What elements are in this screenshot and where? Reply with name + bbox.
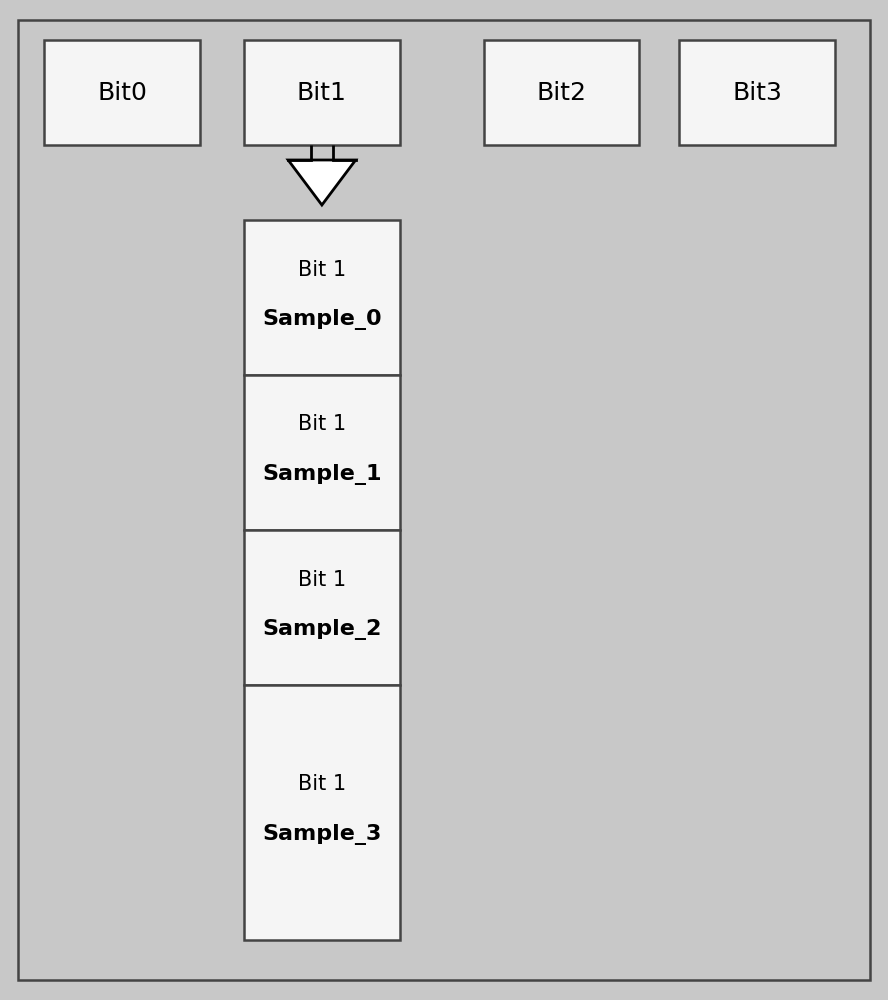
Text: Sample_2: Sample_2 [262, 619, 382, 640]
Bar [244, 685, 400, 940]
Bar [244, 530, 400, 685]
Text: Bit 1: Bit 1 [297, 414, 346, 434]
Text: Bit3: Bit3 [732, 81, 782, 104]
Bar [44, 40, 200, 145]
Bar [244, 220, 400, 375]
Text: Bit1: Bit1 [297, 81, 347, 104]
Text: Sample_1: Sample_1 [262, 464, 382, 485]
Text: Bit 1: Bit 1 [297, 259, 346, 279]
Bar [484, 40, 639, 145]
Bar [679, 40, 835, 145]
Text: Sample_0: Sample_0 [262, 309, 382, 330]
Text: Bit0: Bit0 [97, 81, 147, 104]
Polygon shape [288, 160, 355, 205]
Text: Bit 1: Bit 1 [297, 569, 346, 589]
Bar [244, 40, 400, 145]
Text: Bit 1: Bit 1 [297, 774, 346, 794]
Bar [244, 375, 400, 530]
Text: Sample_3: Sample_3 [262, 824, 382, 845]
Text: Bit2: Bit2 [536, 81, 587, 104]
